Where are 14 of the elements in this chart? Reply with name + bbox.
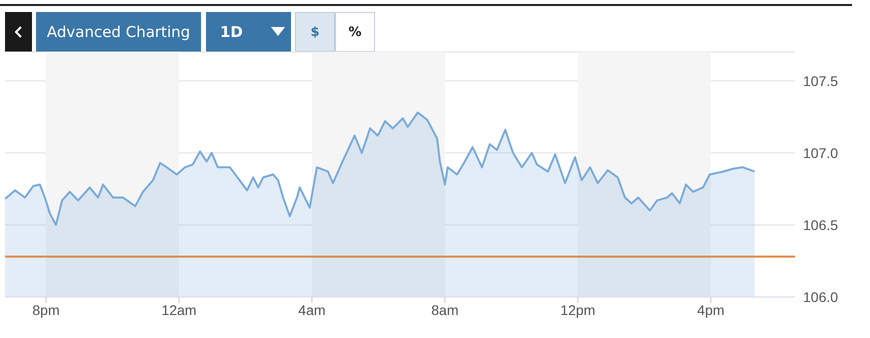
y-tick-label: 106.0 <box>803 288 838 305</box>
y-tick-label: 107.5 <box>803 72 838 89</box>
x-tick-label: 12am <box>161 302 196 318</box>
y-tick-label: 107.0 <box>803 144 838 161</box>
x-tick-label: 8am <box>431 302 458 318</box>
x-tick-label: 12pm <box>560 302 596 318</box>
x-tick-label: 4pm <box>697 302 724 318</box>
x-tick-label: 4am <box>298 302 326 318</box>
text: % <box>348 24 362 40</box>
text: Advanced Charting <box>46 23 190 41</box>
text: $ <box>310 24 320 40</box>
y-tick-label: 106.5 <box>803 216 838 233</box>
x-tick-label: 8pm <box>32 302 60 318</box>
text: 1D <box>220 23 243 41</box>
